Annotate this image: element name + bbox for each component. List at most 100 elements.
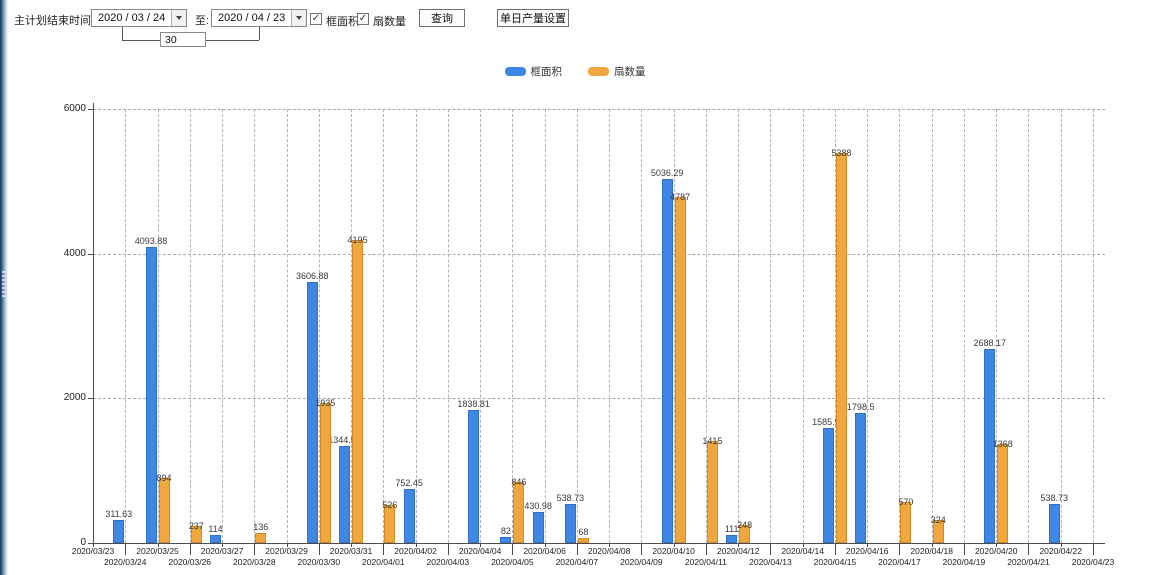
gridline-vertical <box>867 109 869 543</box>
x-axis-tick <box>963 543 965 555</box>
chart-bar-frame-area <box>822 428 834 543</box>
gridline-vertical <box>254 109 256 543</box>
gridline-vertical <box>351 109 353 543</box>
y-axis-tick-label: 2000 <box>63 392 86 404</box>
chart-bar-frame-area <box>339 445 351 543</box>
chart-bar-frame-area <box>1048 504 1060 543</box>
fan-count-checkbox[interactable]: ✓ <box>357 13 369 25</box>
chart-bar-fan-count <box>706 440 718 543</box>
x-axis-tick-label: 2020/04/14 <box>781 546 824 556</box>
x-axis-tick <box>383 543 385 555</box>
x-axis-tick <box>996 543 998 547</box>
bar-value-label: 237 <box>188 520 204 531</box>
gridline-vertical <box>480 109 482 543</box>
frame-area-checkbox-label[interactable]: 框面积 <box>326 16 359 28</box>
x-axis-tick <box>189 543 191 555</box>
x-axis-tick <box>802 543 804 547</box>
chart-bar-frame-area <box>306 282 318 543</box>
bar-value-label: 136 <box>253 522 269 533</box>
bar-value-label: 1798.5 <box>846 401 875 412</box>
chart-bar-fan-count <box>190 525 202 543</box>
frame-area-checkbox[interactable]: ✓ <box>310 13 322 25</box>
chart-bar-fan-count <box>997 444 1009 543</box>
y-axis-tick <box>88 253 93 255</box>
gridline-vertical <box>738 109 740 543</box>
x-axis-tick-label: 2020/04/13 <box>749 557 792 567</box>
chart-bar-frame-area <box>145 246 157 543</box>
x-axis-tick <box>286 543 288 547</box>
x-axis-tick <box>1060 543 1062 547</box>
x-axis-tick-label: 2020/04/21 <box>1007 557 1050 567</box>
chart-bar-frame-area <box>532 511 544 543</box>
bar-value-label: 4787 <box>670 191 691 202</box>
gridline-vertical <box>1060 109 1062 543</box>
x-axis-tick-label: 2020/04/11 <box>684 557 727 567</box>
bar-value-label: 4195 <box>347 234 368 245</box>
x-axis-tick <box>770 543 772 555</box>
query-button[interactable]: 查询 <box>419 9 465 27</box>
daily-output-settings-button[interactable]: 单日产量设置 <box>497 9 569 27</box>
gridline-vertical <box>544 109 546 543</box>
bar-value-label: 1344.95 <box>328 434 361 445</box>
chart-bar-frame-area <box>984 348 996 543</box>
x-axis-tick <box>576 543 578 555</box>
start-date-value: 2020 / 03 / 24 <box>98 12 166 24</box>
x-axis-tick-label: 2020/04/17 <box>878 557 921 567</box>
chart-bar-frame-area <box>210 534 222 543</box>
bar-value-label: 1935 <box>315 398 336 409</box>
y-axis-tick-label: 6000 <box>63 103 86 114</box>
gridline-vertical <box>1028 109 1030 543</box>
bar-value-label: 538.73 <box>1040 493 1068 504</box>
bar-value-label: 526 <box>382 499 398 510</box>
legend-label: 框面积 <box>530 66 563 78</box>
gridline-vertical <box>318 109 320 543</box>
gridline-vertical <box>189 109 191 543</box>
gridline-vertical <box>512 109 514 543</box>
bar-value-label: 311.63 <box>105 509 133 520</box>
chart-bar-fan-count <box>932 519 944 543</box>
gridline-vertical <box>963 109 965 543</box>
chart-bar-fan-count <box>674 196 686 543</box>
gridline-horizontal <box>93 398 1105 400</box>
bar-value-label: 5036.29 <box>650 167 684 178</box>
edge-grip-dots <box>2 271 6 299</box>
chart-bar-fan-count <box>352 239 364 543</box>
gridline-vertical <box>931 109 933 543</box>
legend-item-fan-count[interactable]: 扇数量 <box>588 64 646 79</box>
gridline-vertical <box>576 109 578 543</box>
fan-count-checkbox-label[interactable]: 扇数量 <box>373 16 406 28</box>
x-axis-tick-label: 2020/03/29 <box>265 546 308 556</box>
x-axis-tick-label: 2020/04/05 <box>491 557 534 567</box>
x-axis-tick <box>318 543 320 555</box>
bar-value-label: 1585.96 <box>812 417 845 428</box>
x-axis-tick <box>544 543 546 547</box>
x-axis-tick-label: 2020/04/01 <box>362 557 405 567</box>
x-axis-tick <box>1093 543 1094 555</box>
legend-swatch-orange <box>588 67 609 76</box>
legend-item-frame-area[interactable]: 框面积 <box>504 64 563 79</box>
gridline-vertical <box>125 109 127 543</box>
days-interval-input[interactable]: 30 <box>160 32 206 47</box>
x-axis-tick-label: 2020/04/09 <box>620 557 663 567</box>
x-axis-tick-label: 2020/04/03 <box>426 557 470 567</box>
x-axis-tick-label: 2020/03/26 <box>168 557 212 567</box>
x-axis-tick-label: 2020/03/30 <box>297 557 341 567</box>
chart-bar-frame-area <box>564 504 576 543</box>
bar-value-label: 570 <box>898 496 914 507</box>
start-date-picker[interactable]: 2020 / 03 / 24 <box>91 9 187 27</box>
x-axis-tick <box>415 543 417 547</box>
x-axis-tick <box>93 543 94 547</box>
bar-value-label: 894 <box>156 473 172 484</box>
x-axis-line <box>93 543 1105 544</box>
chart-bar-fan-count <box>900 501 912 543</box>
chart-bar-frame-area <box>113 520 125 543</box>
chart-bar-fan-count <box>577 538 589 543</box>
bar-value-label: 2688.17 <box>973 337 1006 348</box>
chart-bar-frame-area <box>726 534 738 543</box>
start-date-dropdown-button[interactable] <box>171 10 186 26</box>
bar-value-label: 1368 <box>992 439 1013 450</box>
chart-bar-frame-area <box>500 537 512 543</box>
end-date-picker[interactable]: 2020 / 04 / 23 <box>211 9 307 27</box>
end-date-dropdown-button[interactable] <box>291 10 306 26</box>
gridline-vertical <box>834 109 836 543</box>
